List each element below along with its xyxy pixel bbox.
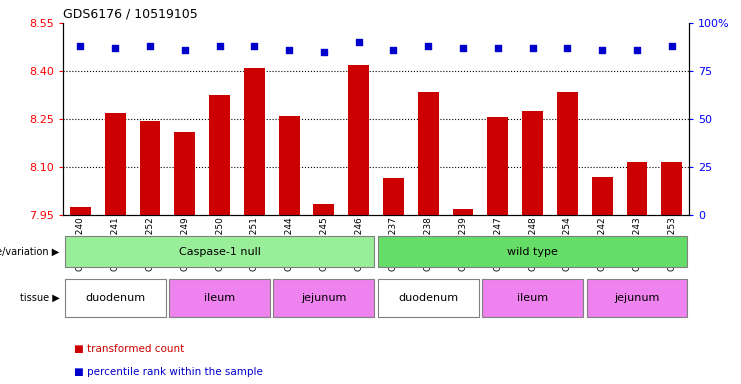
Point (492, 45, 504, 51)
Text: ileum: ileum (517, 293, 548, 303)
Text: ■ transformed count: ■ transformed count (74, 344, 185, 354)
Bar (348, 65, 369, 215)
Text: ■ percentile rank within the sample: ■ percentile rank within the sample (74, 367, 263, 377)
Point (388, 47, 399, 53)
Text: ileum: ileum (204, 293, 235, 303)
Bar (174, 132, 195, 215)
Point (457, 45, 469, 51)
Bar (244, 68, 265, 215)
Text: duodenum: duodenum (398, 293, 458, 303)
Point (318, 49, 330, 55)
Point (631, 47, 643, 53)
Bar (378, 236, 688, 267)
Bar (104, 113, 125, 215)
Point (283, 47, 295, 53)
Text: genotype/variation ▶: genotype/variation ▶ (0, 247, 59, 257)
Bar (557, 92, 578, 215)
Text: jejunum: jejunum (614, 293, 659, 303)
Point (179, 47, 190, 53)
Bar (378, 279, 479, 316)
Point (109, 45, 121, 51)
Text: jejunum: jejunum (301, 293, 347, 303)
Bar (64, 236, 374, 267)
Bar (209, 95, 230, 215)
Bar (592, 177, 613, 215)
Text: duodenum: duodenum (85, 293, 145, 303)
Text: Caspase-1 null: Caspase-1 null (179, 247, 260, 257)
Point (527, 45, 539, 51)
Point (666, 43, 678, 49)
Point (74, 43, 86, 49)
Bar (453, 209, 473, 215)
Point (422, 43, 434, 49)
Point (144, 43, 156, 49)
Bar (482, 279, 583, 316)
Point (353, 39, 365, 45)
Bar (139, 121, 160, 215)
Point (213, 43, 225, 49)
Bar (70, 207, 91, 215)
Point (562, 45, 574, 51)
Bar (626, 162, 648, 215)
Point (597, 47, 608, 53)
Bar (587, 279, 688, 316)
Point (248, 43, 260, 49)
Text: tissue ▶: tissue ▶ (20, 293, 59, 303)
Bar (522, 111, 543, 215)
Text: wild type: wild type (507, 247, 558, 257)
Bar (661, 162, 682, 215)
Bar (488, 118, 508, 215)
Bar (64, 279, 165, 316)
Bar (383, 178, 404, 215)
Bar (279, 116, 299, 215)
Text: GDS6176 / 10519105: GDS6176 / 10519105 (63, 7, 198, 20)
Bar (273, 279, 374, 316)
Bar (313, 204, 334, 215)
Bar (169, 279, 270, 316)
Bar (418, 92, 439, 215)
